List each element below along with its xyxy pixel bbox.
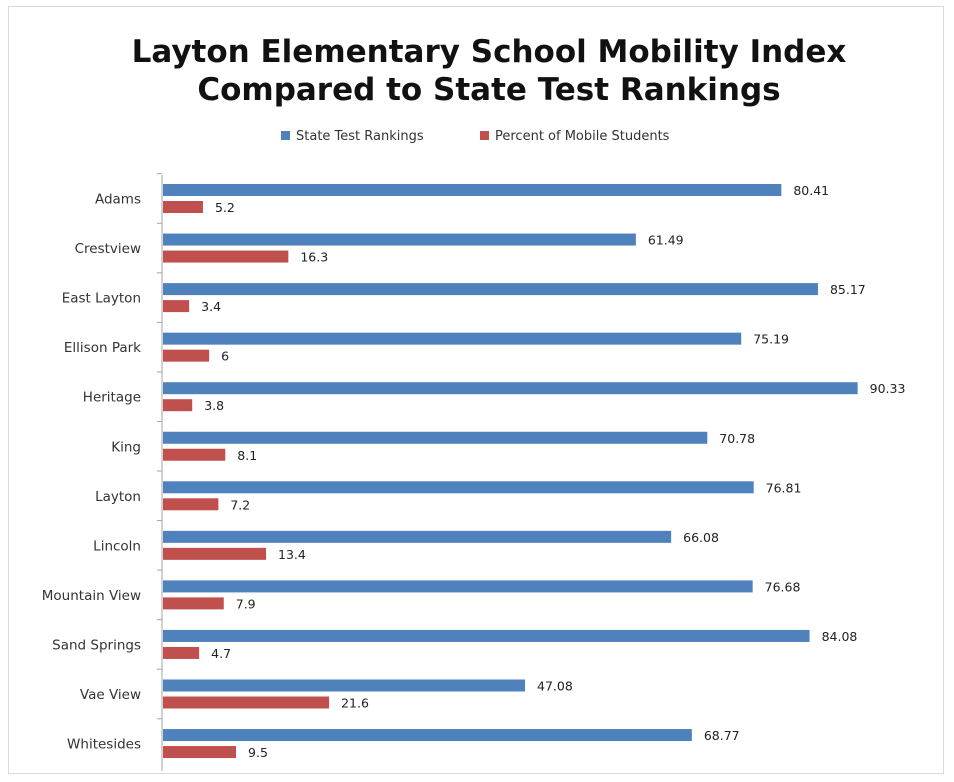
bar-percent-of-mobile-students-lincoln bbox=[163, 547, 267, 560]
bar-state-test-rankings-mountain-view bbox=[163, 580, 753, 593]
data-label-percent-of-mobile-students-ellison-park: 6 bbox=[221, 349, 229, 364]
data-label-percent-of-mobile-students-adams: 5.2 bbox=[215, 200, 235, 215]
bar-state-test-rankings-sand-springs bbox=[163, 629, 810, 642]
data-label-percent-of-mobile-students-lincoln: 13.4 bbox=[278, 547, 306, 562]
category-label-crestview: Crestview bbox=[75, 241, 141, 257]
data-label-state-test-rankings-adams: 80.41 bbox=[793, 183, 829, 198]
bar-state-test-rankings-heritage bbox=[163, 382, 858, 395]
data-label-state-test-rankings-mountain-view: 76.68 bbox=[765, 579, 801, 594]
data-label-percent-of-mobile-students-east-layton: 3.4 bbox=[201, 299, 221, 314]
bar-percent-of-mobile-students-mountain-view bbox=[163, 597, 224, 610]
data-label-state-test-rankings-lincoln: 66.08 bbox=[683, 530, 719, 545]
bar-state-test-rankings-ellison-park bbox=[163, 332, 742, 345]
category-label-king: King bbox=[111, 439, 141, 455]
plot-area: Adams 80.41 5.2 Crestview 61.49 16.3 East Layt… bbox=[42, 173, 906, 771]
bar-percent-of-mobile-students-adams bbox=[163, 201, 203, 213]
data-label-percent-of-mobile-students-whitesides: 9.5 bbox=[248, 745, 268, 760]
data-label-state-test-rankings-east-layton: 85.17 bbox=[830, 282, 866, 297]
data-label-state-test-rankings-ellison-park: 75.19 bbox=[753, 332, 789, 347]
data-label-percent-of-mobile-students-crestview: 16.3 bbox=[300, 250, 328, 265]
bar-state-test-rankings-adams bbox=[163, 184, 782, 196]
category-label-mountain-view: Mountain View bbox=[42, 588, 141, 604]
category-label-sand-springs: Sand Springs bbox=[52, 637, 141, 653]
category-label-ellison-park: Ellison Park bbox=[64, 340, 141, 356]
data-label-percent-of-mobile-students-mountain-view: 7.9 bbox=[236, 596, 256, 611]
category-label-vae-view: Vae View bbox=[80, 687, 141, 703]
bar-state-test-rankings-king bbox=[163, 431, 708, 444]
bar-percent-of-mobile-students-sand-springs bbox=[163, 646, 200, 659]
data-label-percent-of-mobile-students-vae-view: 21.6 bbox=[341, 696, 369, 711]
data-label-state-test-rankings-layton: 76.81 bbox=[766, 480, 802, 495]
data-label-percent-of-mobile-students-king: 8.1 bbox=[237, 448, 257, 463]
bar-percent-of-mobile-students-heritage bbox=[163, 399, 193, 412]
category-label-adams: Adams bbox=[95, 192, 141, 208]
bar-percent-of-mobile-students-crestview bbox=[163, 250, 289, 263]
bar-percent-of-mobile-students-king bbox=[163, 448, 226, 461]
bar-state-test-rankings-layton bbox=[163, 481, 754, 494]
category-label-east-layton: East Layton bbox=[62, 291, 141, 307]
bar-state-test-rankings-lincoln bbox=[163, 530, 672, 543]
legend-swatch-state-test-rankings bbox=[281, 131, 290, 140]
bar-percent-of-mobile-students-whitesides bbox=[163, 746, 237, 759]
category-label-whitesides: Whitesides bbox=[67, 737, 141, 753]
chart-title-line-1: Layton Elementary School Mobility Index bbox=[132, 34, 847, 70]
data-label-state-test-rankings-vae-view: 47.08 bbox=[537, 679, 573, 694]
category-label-layton: Layton bbox=[95, 489, 141, 505]
chart-frame: Layton Elementary School Mobility Index … bbox=[8, 6, 944, 774]
category-label-lincoln: Lincoln bbox=[93, 538, 141, 554]
legend-swatch-percent-of-mobile-students bbox=[480, 131, 489, 140]
data-label-state-test-rankings-whitesides: 68.77 bbox=[704, 728, 740, 743]
bar-percent-of-mobile-students-layton bbox=[163, 498, 219, 511]
bar-state-test-rankings-east-layton bbox=[163, 283, 818, 296]
bar-state-test-rankings-whitesides bbox=[163, 729, 692, 742]
data-label-state-test-rankings-king: 70.78 bbox=[719, 431, 755, 446]
data-label-state-test-rankings-heritage: 90.33 bbox=[870, 381, 906, 396]
data-label-state-test-rankings-crestview: 61.49 bbox=[648, 233, 684, 248]
bar-percent-of-mobile-students-east-layton bbox=[163, 300, 190, 313]
data-label-percent-of-mobile-students-sand-springs: 4.7 bbox=[211, 646, 231, 661]
chart-title: Layton Elementary School Mobility Index … bbox=[132, 34, 847, 108]
legend: State Test Rankings Percent of Mobile Stu… bbox=[281, 129, 670, 144]
legend-label-percent-of-mobile-students: Percent of Mobile Students bbox=[495, 129, 670, 144]
bar-state-test-rankings-crestview bbox=[163, 233, 636, 246]
data-label-state-test-rankings-sand-springs: 84.08 bbox=[822, 629, 858, 644]
bar-state-test-rankings-vae-view bbox=[163, 679, 526, 692]
chart-title-line-2: Compared to State Test Rankings bbox=[197, 72, 780, 108]
category-label-heritage: Heritage bbox=[83, 390, 141, 406]
bar-percent-of-mobile-students-ellison-park bbox=[163, 349, 210, 362]
legend-label-state-test-rankings: State Test Rankings bbox=[296, 129, 424, 144]
data-label-percent-of-mobile-students-layton: 7.2 bbox=[230, 497, 250, 512]
chart: Layton Elementary School Mobility Index … bbox=[42, 34, 906, 771]
bar-percent-of-mobile-students-vae-view bbox=[163, 696, 330, 709]
data-label-percent-of-mobile-students-heritage: 3.8 bbox=[204, 398, 224, 413]
